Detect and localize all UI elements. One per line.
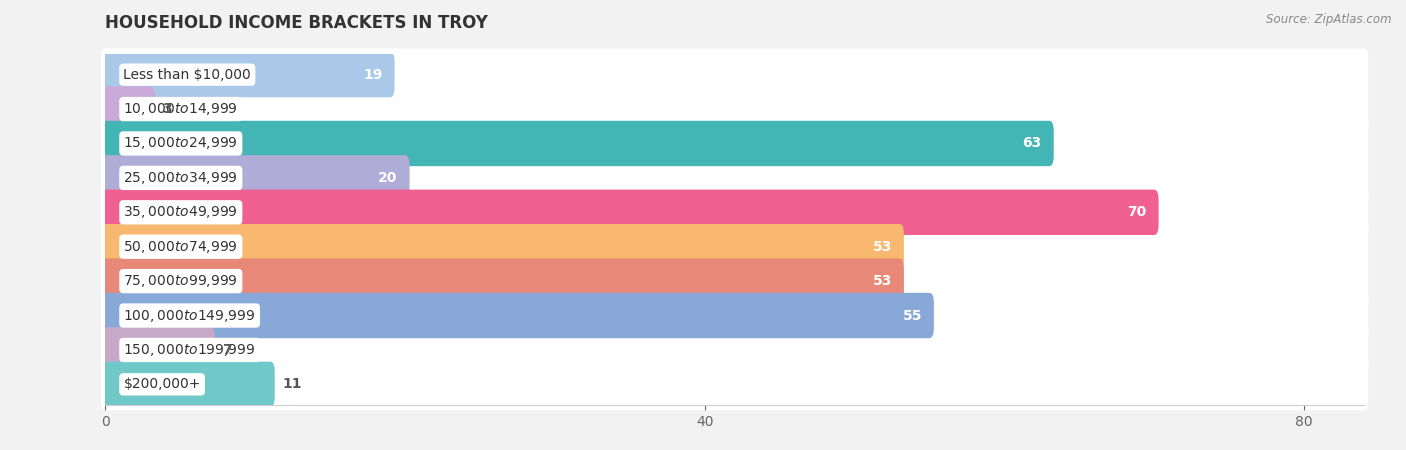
Text: 20: 20 xyxy=(378,171,398,185)
Text: $200,000+: $200,000+ xyxy=(124,378,201,392)
Text: $15,000 to $24,999: $15,000 to $24,999 xyxy=(124,135,238,152)
Text: $10,000 to $14,999: $10,000 to $14,999 xyxy=(124,101,238,117)
FancyBboxPatch shape xyxy=(101,220,1368,273)
Text: $75,000 to $99,999: $75,000 to $99,999 xyxy=(124,273,238,289)
Text: 53: 53 xyxy=(873,240,891,254)
FancyBboxPatch shape xyxy=(101,327,215,373)
FancyBboxPatch shape xyxy=(101,358,1368,410)
FancyBboxPatch shape xyxy=(101,86,155,132)
FancyBboxPatch shape xyxy=(101,83,1368,135)
FancyBboxPatch shape xyxy=(101,121,1053,166)
FancyBboxPatch shape xyxy=(101,293,934,338)
FancyBboxPatch shape xyxy=(101,117,1368,170)
Text: $25,000 to $34,999: $25,000 to $34,999 xyxy=(124,170,238,186)
Text: $100,000 to $149,999: $100,000 to $149,999 xyxy=(124,307,256,324)
FancyBboxPatch shape xyxy=(101,52,395,97)
FancyBboxPatch shape xyxy=(101,255,1368,307)
FancyBboxPatch shape xyxy=(101,224,904,270)
Text: Less than $10,000: Less than $10,000 xyxy=(124,68,252,81)
FancyBboxPatch shape xyxy=(101,155,409,201)
Text: Source: ZipAtlas.com: Source: ZipAtlas.com xyxy=(1267,14,1392,27)
FancyBboxPatch shape xyxy=(101,189,1159,235)
Text: 70: 70 xyxy=(1128,205,1147,219)
Text: HOUSEHOLD INCOME BRACKETS IN TROY: HOUSEHOLD INCOME BRACKETS IN TROY xyxy=(105,14,488,32)
Text: 19: 19 xyxy=(363,68,382,81)
FancyBboxPatch shape xyxy=(101,258,904,304)
Text: 3: 3 xyxy=(162,102,172,116)
Text: $35,000 to $49,999: $35,000 to $49,999 xyxy=(124,204,238,220)
Text: 11: 11 xyxy=(283,378,302,392)
Text: 7: 7 xyxy=(222,343,232,357)
FancyBboxPatch shape xyxy=(101,289,1368,342)
FancyBboxPatch shape xyxy=(101,362,274,407)
FancyBboxPatch shape xyxy=(101,152,1368,204)
FancyBboxPatch shape xyxy=(101,49,1368,101)
Text: 55: 55 xyxy=(903,309,922,323)
Text: 63: 63 xyxy=(1022,136,1042,150)
Text: $50,000 to $74,999: $50,000 to $74,999 xyxy=(124,238,238,255)
Text: 53: 53 xyxy=(873,274,891,288)
FancyBboxPatch shape xyxy=(101,324,1368,376)
FancyBboxPatch shape xyxy=(101,186,1368,238)
Text: $150,000 to $199,999: $150,000 to $199,999 xyxy=(124,342,256,358)
